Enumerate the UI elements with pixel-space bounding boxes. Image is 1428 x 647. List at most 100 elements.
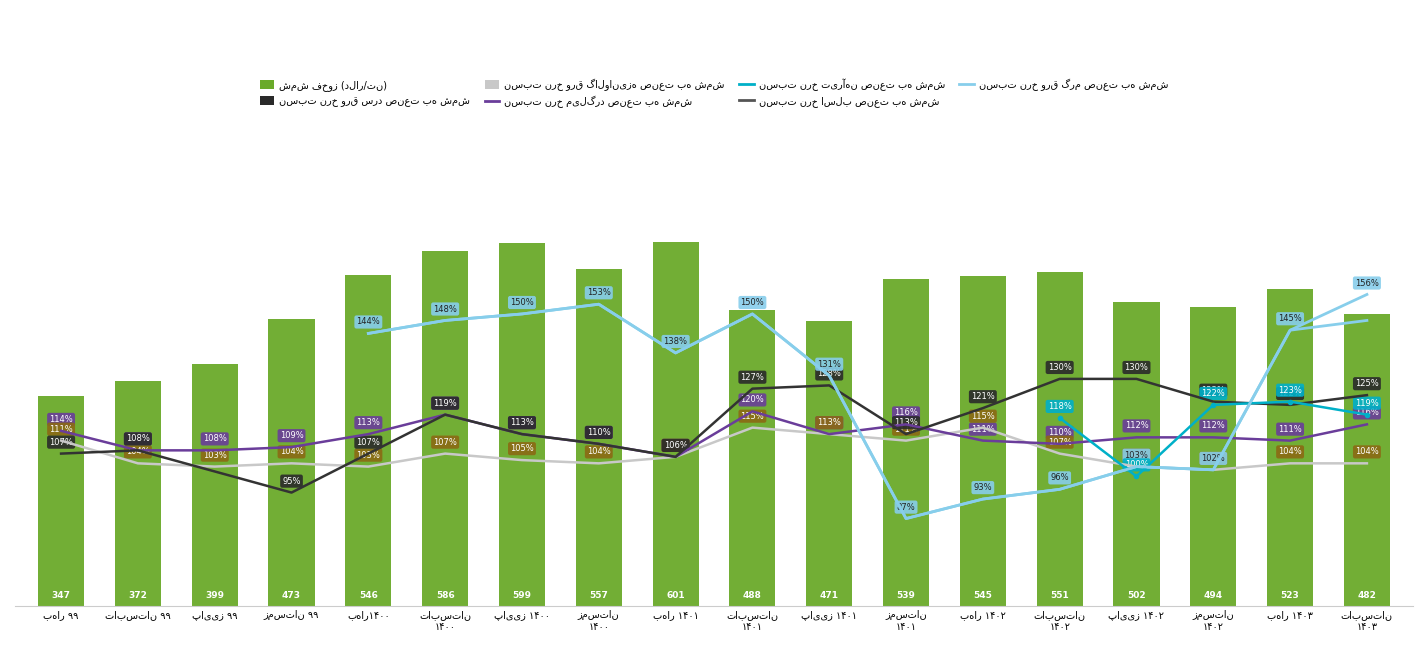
Text: 502: 502 <box>1127 591 1145 600</box>
Text: 347: 347 <box>51 591 70 600</box>
Text: 125%: 125% <box>1355 379 1379 388</box>
Text: 128%: 128% <box>817 369 841 378</box>
Text: 112%: 112% <box>1201 421 1225 430</box>
Bar <box>807 321 853 606</box>
Bar <box>730 311 775 606</box>
Text: 113%: 113% <box>510 418 534 427</box>
Text: 116%: 116% <box>894 408 918 417</box>
Text: 115%: 115% <box>741 411 764 421</box>
Text: 119%: 119% <box>433 399 457 408</box>
Text: 120%: 120% <box>741 395 764 404</box>
Text: 121%: 121% <box>971 392 995 401</box>
Text: 545: 545 <box>974 591 992 600</box>
Text: 104%: 104% <box>1278 447 1302 456</box>
Text: 113%: 113% <box>357 418 380 427</box>
Bar <box>1114 302 1160 606</box>
Text: 87%: 87% <box>897 503 915 512</box>
Bar <box>1267 289 1314 606</box>
Text: 105%: 105% <box>510 444 534 453</box>
Text: 109%: 109% <box>280 431 303 440</box>
Text: 108%: 108% <box>203 434 227 443</box>
Text: 103%: 103% <box>1124 451 1148 459</box>
Text: 156%: 156% <box>1355 278 1379 287</box>
Bar <box>39 396 84 606</box>
Text: 113%: 113% <box>510 418 534 427</box>
Bar <box>883 280 930 606</box>
Bar <box>960 276 1005 606</box>
Text: 102%: 102% <box>1201 454 1225 463</box>
Text: 599: 599 <box>513 591 531 600</box>
Text: 586: 586 <box>436 591 454 600</box>
Text: 110%: 110% <box>587 428 611 437</box>
Text: 103%: 103% <box>357 451 380 459</box>
Text: 113%: 113% <box>894 418 918 427</box>
Text: 601: 601 <box>667 591 685 600</box>
Text: 102%: 102% <box>1201 454 1225 463</box>
Text: 372: 372 <box>129 591 147 600</box>
Text: 110%: 110% <box>587 428 611 437</box>
Text: 482: 482 <box>1358 591 1377 600</box>
Bar <box>268 320 314 606</box>
Text: 96%: 96% <box>1051 474 1070 483</box>
Text: 100%: 100% <box>1125 461 1148 469</box>
Bar <box>498 243 545 606</box>
Text: 106%: 106% <box>664 441 687 450</box>
Text: 473: 473 <box>281 591 301 600</box>
Text: 551: 551 <box>1050 591 1070 600</box>
Text: 108%: 108% <box>126 434 150 443</box>
Text: 116%: 116% <box>1355 408 1379 417</box>
Text: 107%: 107% <box>1048 437 1071 446</box>
Bar <box>191 364 237 606</box>
Text: 111%: 111% <box>971 424 995 433</box>
Text: 494: 494 <box>1204 591 1222 600</box>
Bar <box>1191 307 1237 606</box>
Bar <box>1344 314 1389 606</box>
Bar <box>575 269 621 606</box>
Text: 130%: 130% <box>1124 363 1148 372</box>
Text: 113%: 113% <box>817 418 841 427</box>
Text: 106%: 106% <box>664 441 687 450</box>
Text: 115%: 115% <box>971 411 995 421</box>
Bar <box>653 242 698 606</box>
Text: 488: 488 <box>743 591 763 600</box>
Text: 119%: 119% <box>433 399 457 408</box>
Text: 113%: 113% <box>817 418 841 427</box>
Text: 145%: 145% <box>1278 314 1302 324</box>
Text: 150%: 150% <box>741 298 764 307</box>
Text: 122%: 122% <box>1278 389 1302 398</box>
Text: 399: 399 <box>206 591 224 600</box>
Text: 110%: 110% <box>1048 428 1071 437</box>
Legend: شمش فخوز (دلار/تن), نسبت نرخ ورق سرد صنعت به شمش, نسبت نرخ ورق گالوانیزه صنعت به: شمش فخوز (دلار/تن), نسبت نرخ ورق سرد صنع… <box>256 74 1172 112</box>
Text: 127%: 127% <box>741 373 764 382</box>
Text: 111%: 111% <box>1278 424 1302 433</box>
Text: 111%: 111% <box>894 424 918 433</box>
Text: 107%: 107% <box>433 437 457 446</box>
Text: 539: 539 <box>897 591 915 600</box>
Text: 103%: 103% <box>1124 451 1148 459</box>
Text: 107%: 107% <box>49 437 73 446</box>
Text: 123%: 123% <box>1201 386 1225 395</box>
Text: 144%: 144% <box>357 318 380 327</box>
Text: 119%: 119% <box>1355 399 1379 408</box>
Text: 557: 557 <box>590 591 608 600</box>
Text: 104%: 104% <box>587 447 611 456</box>
Text: 111%: 111% <box>49 424 73 433</box>
Text: 131%: 131% <box>817 360 841 369</box>
Text: 148%: 148% <box>433 305 457 314</box>
Text: 104%: 104% <box>126 447 150 456</box>
Text: 103%: 103% <box>203 451 227 459</box>
Text: 104%: 104% <box>1355 447 1379 456</box>
Text: 546: 546 <box>358 591 378 600</box>
Text: 118%: 118% <box>1048 402 1071 411</box>
Text: 123%: 123% <box>1278 386 1302 395</box>
Text: 150%: 150% <box>510 298 534 307</box>
Bar <box>423 251 468 606</box>
Bar <box>114 380 161 606</box>
Text: 138%: 138% <box>664 337 688 346</box>
Bar <box>1037 272 1082 606</box>
Text: 112%: 112% <box>1125 421 1148 430</box>
Text: 114%: 114% <box>49 415 73 424</box>
Text: 471: 471 <box>820 591 838 600</box>
Text: 108%: 108% <box>126 434 150 443</box>
Text: 122%: 122% <box>1201 389 1225 398</box>
